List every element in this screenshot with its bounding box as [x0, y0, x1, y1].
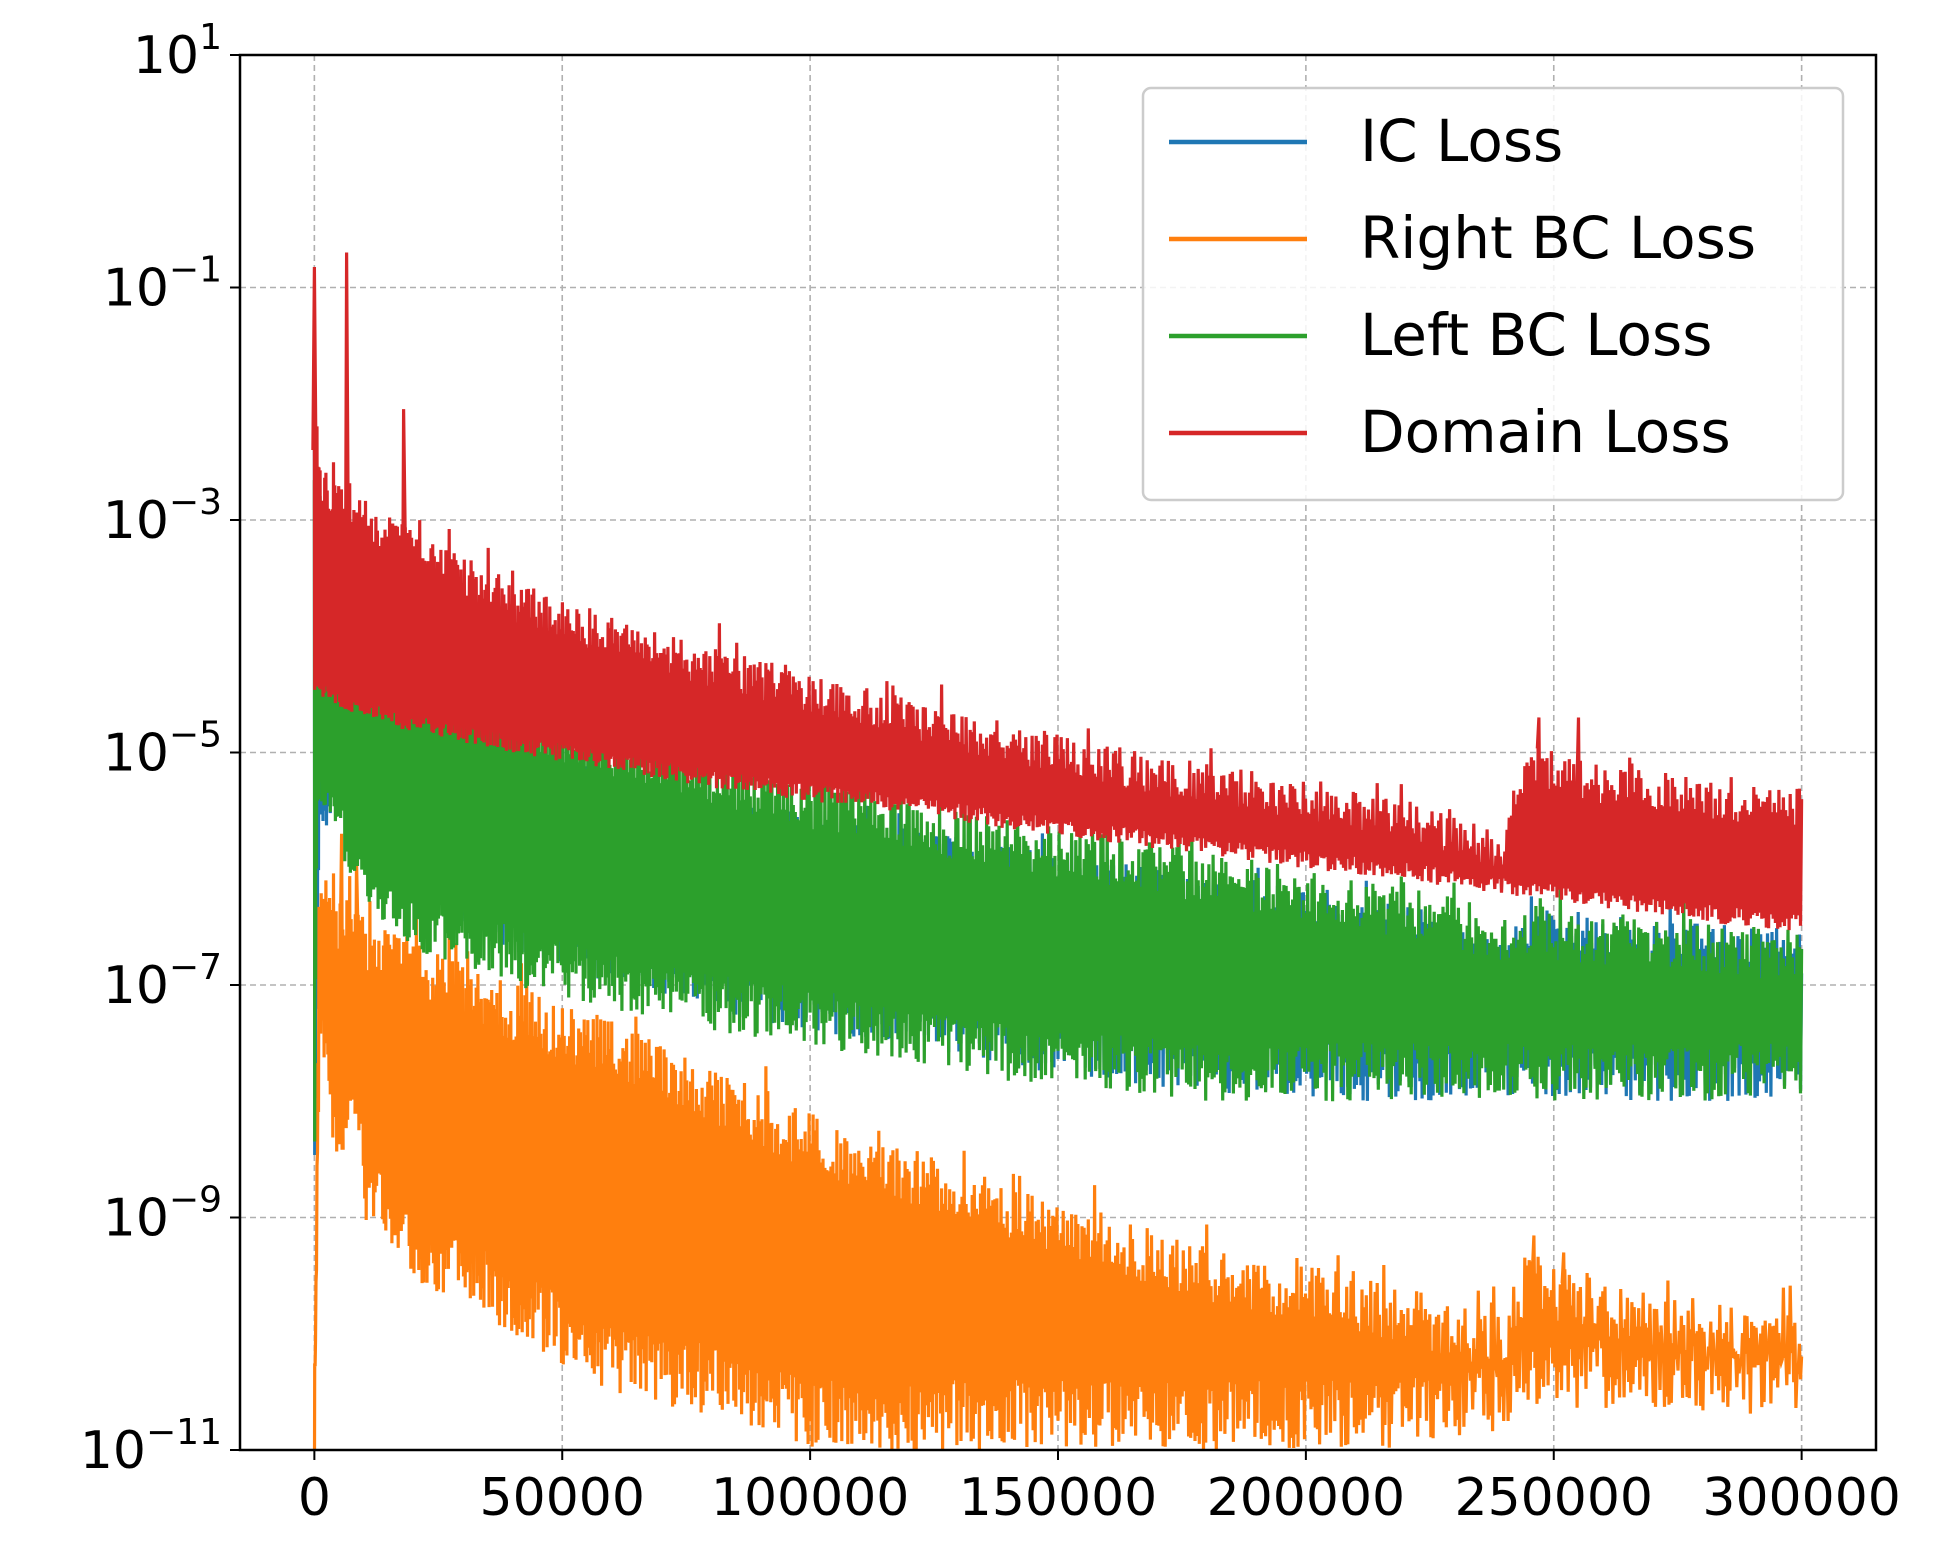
- x-tick-label: 150000: [959, 1468, 1158, 1528]
- x-tick-label: 300000: [1702, 1468, 1901, 1528]
- y-tick-label: 10−1: [103, 250, 222, 319]
- x-tick-label: 100000: [711, 1468, 910, 1528]
- y-tick-exponent: −7: [169, 947, 222, 988]
- y-tick-base: 10: [103, 956, 169, 1016]
- x-tick-label: 200000: [1207, 1468, 1406, 1528]
- y-tick-label: 10−9: [103, 1180, 222, 1249]
- legend: IC Loss Right BC Loss Left BC Loss Domain L…: [1141, 86, 1845, 502]
- y-tick-base: 10: [103, 259, 169, 319]
- x-axis: 0 50000 100000 150000 200000 250000 300000: [298, 1450, 1901, 1528]
- y-tick-exponent: −11: [146, 1412, 222, 1453]
- y-tick-base: 10: [80, 1421, 146, 1481]
- y-tick-exponent: −9: [169, 1180, 222, 1221]
- y-tick-exponent: −3: [169, 482, 222, 523]
- series-line-domain-loss: [311, 252, 1804, 931]
- y-tick-base: 10: [103, 1189, 169, 1249]
- y-tick-base: 10: [103, 724, 169, 784]
- y-tick-label: 10−11: [80, 1412, 222, 1481]
- legend-label: IC Loss: [1360, 107, 1563, 175]
- x-tick-label: 50000: [480, 1468, 645, 1528]
- y-tick-label: 101: [133, 17, 222, 86]
- legend-label: Domain Loss: [1360, 398, 1731, 466]
- legend-label: Right BC Loss: [1360, 204, 1756, 272]
- series-line-right-bc-loss: [312, 833, 1804, 1450]
- y-tick-label: 10−5: [103, 715, 222, 784]
- y-tick-label: 10−3: [103, 482, 222, 551]
- y-tick-exponent: 1: [199, 17, 222, 58]
- legend-label: Left BC Loss: [1360, 301, 1712, 369]
- y-tick-label: 10−7: [103, 947, 222, 1016]
- legend-box: [1141, 86, 1845, 502]
- y-tick-exponent: −5: [169, 715, 222, 756]
- x-tick-label: 0: [298, 1468, 331, 1528]
- series-layer: [311, 252, 1804, 1450]
- y-tick-base: 10: [133, 26, 199, 86]
- x-tick-label: 250000: [1454, 1468, 1653, 1528]
- y-tick-exponent: −1: [169, 250, 222, 291]
- y-tick-base: 10: [103, 491, 169, 551]
